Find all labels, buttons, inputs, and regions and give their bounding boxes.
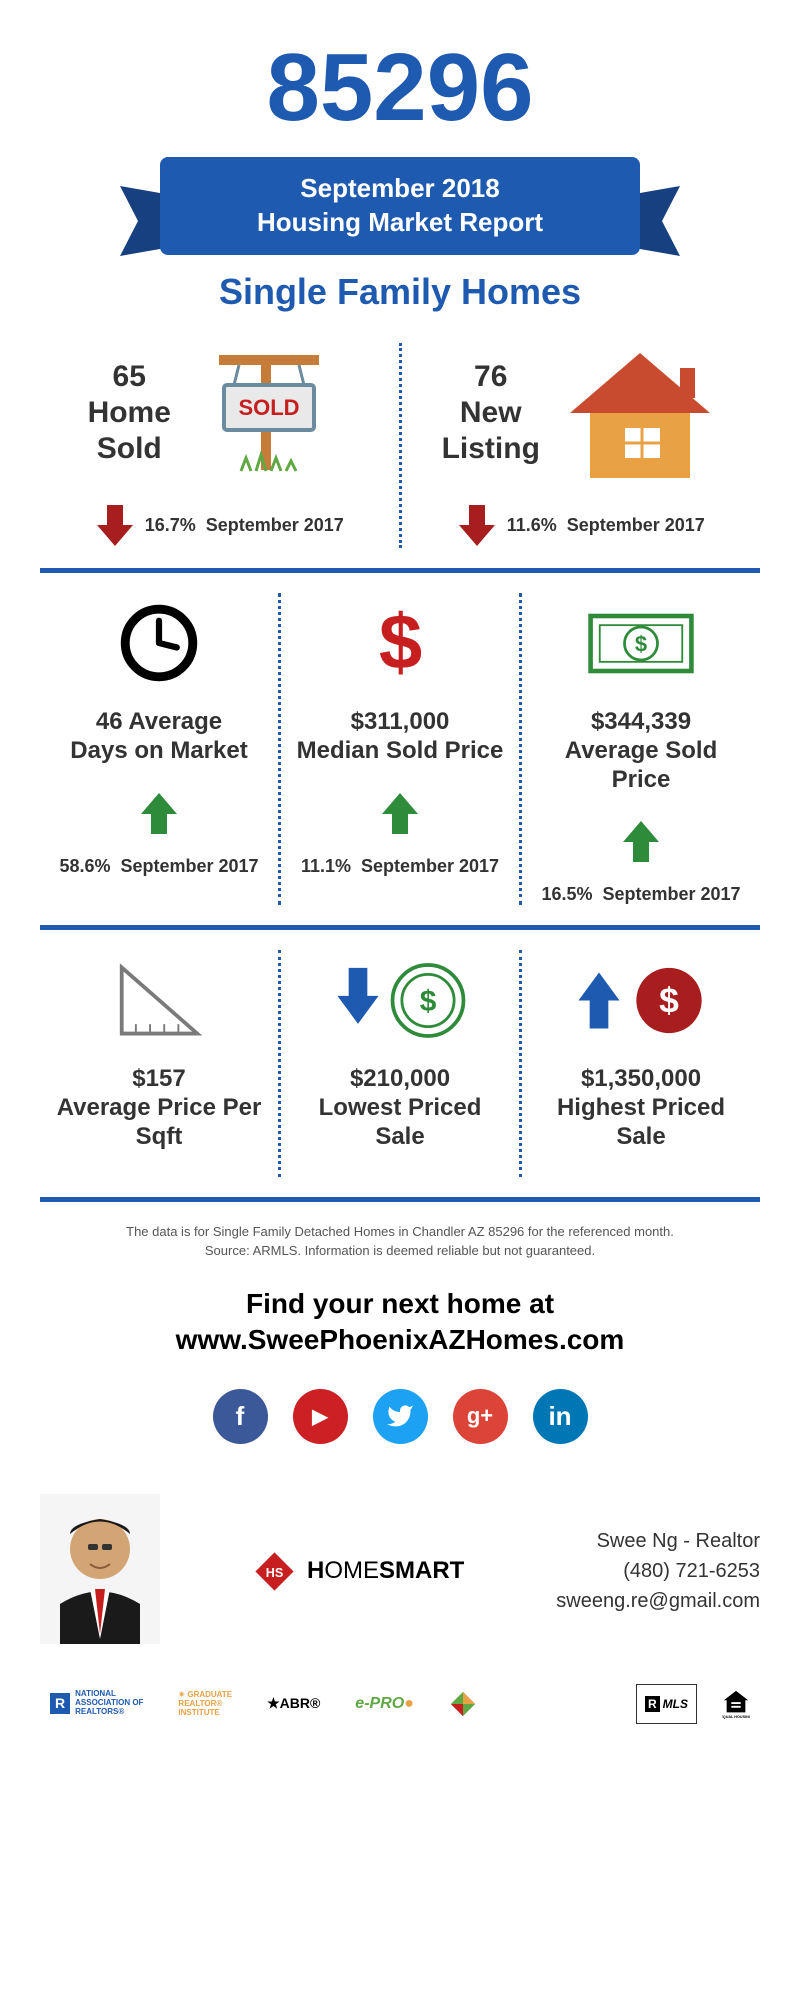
certifications-row: R NATIONALASSOCIATION OFREALTORS® ✴ GRAD… [40,1669,760,1739]
zip-code: 85296 [40,40,760,136]
youtube-icon[interactable]: ▶ [293,1389,348,1444]
banner-line2: Housing Market Report [210,206,590,240]
metric-0-ref: September 2017 [120,856,258,877]
metric-1-pct: 11.1% [301,856,351,877]
up-coin-icon: $ [537,950,745,1050]
sold-change-ref: September 2017 [206,515,344,536]
lowest-price-block: $ $210,000 Lowest Priced Sale [281,950,522,1176]
arrow-up-icon [621,819,661,864]
contact-phone[interactable]: (480) 721-6253 [556,1556,760,1586]
days-on-market-block: 46 Average Days on Market 58.6% Septembe… [40,593,281,905]
homesmart-logo: HS HOMESMART [252,1549,464,1594]
listing-value: 76 [442,359,540,395]
linkedin-icon[interactable]: in [533,1389,588,1444]
metric-2-line1: $344,339 [537,708,745,737]
diversity-badge [439,1684,487,1724]
metric-2-line2: Average Sold Price [537,737,745,795]
bottom-0-line1: $157 [55,1065,263,1094]
twitter-icon[interactable] [373,1389,428,1444]
disclaimer-line1: The data is for Single Family Detached H… [40,1222,760,1242]
sold-label2: Sold [88,431,171,467]
gri-badge: ✴ GRADUATEREALTOR®INSTITUTE [168,1684,242,1724]
bill-icon: $ [537,593,745,693]
bottom-1-line1: $210,000 [296,1065,504,1094]
metric-1-ref: September 2017 [361,856,499,877]
metric-1-line1: $311,000 [296,708,504,737]
house-icon [560,343,720,483]
svg-text:HS: HS [266,1565,284,1579]
listing-change-pct: 11.6% [507,515,557,536]
svg-text:$: $ [420,985,437,1018]
new-listing-block: 76 New Listing [402,343,761,548]
contact-email[interactable]: sweeng.re@gmail.com [556,1586,760,1616]
listing-label2: Listing [442,431,540,467]
triangle-ruler-icon [55,950,263,1050]
banner-line1: September 2018 [210,172,590,206]
google-plus-icon[interactable]: g+ [453,1389,508,1444]
metric-0-line2: Days on Market [55,737,263,766]
sold-label1: Home [88,395,171,431]
highest-price-block: $ $1,350,000 Highest Priced Sale [522,950,760,1176]
listing-label1: New [442,395,540,431]
bottom-1-line2: Lowest Priced Sale [296,1094,504,1152]
svg-text:$: $ [378,601,421,685]
cta-line2: www.SweePhoenixAZHomes.com [40,1322,760,1358]
sold-change-pct: 16.7% [145,515,196,536]
svg-text:$: $ [635,631,647,656]
contact-name: Swee Ng - Realtor [556,1526,760,1556]
svg-text:SOLD: SOLD [238,395,299,420]
clock-icon [55,593,263,693]
price-sqft-block: $157 Average Price Per Sqft [40,950,281,1176]
social-row: f ▶ g+ in [40,1389,760,1444]
realtor-avatar [40,1494,160,1649]
homes-sold-block: 65 Home Sold SOLD [40,343,402,548]
cta-line1: Find your next home at [40,1286,760,1322]
metric-2-pct: 16.5% [541,884,592,905]
divider [40,925,760,930]
arrow-down-icon [95,503,135,548]
bottom-2-line2: Highest Priced Sale [537,1094,745,1152]
dollar-icon: $ [296,593,504,693]
abr-badge: ★ABR® [257,1684,330,1724]
bottom-0-line2: Average Price Per Sqft [55,1094,263,1152]
bottom-2-line1: $1,350,000 [537,1065,745,1094]
sold-sign-icon: SOLD [191,343,351,483]
median-price-block: $ $311,000 Median Sold Price 11.1% Septe… [281,593,522,905]
facebook-icon[interactable]: f [213,1389,268,1444]
equal-housing-badge: EQUAL HOUSING [712,1684,760,1724]
report-banner: September 2018 Housing Market Report [40,156,760,256]
arrow-down-icon [457,503,497,548]
svg-text:EQUAL HOUSING: EQUAL HOUSING [722,1715,750,1719]
divider [40,568,760,573]
mls-badge: RMLS [636,1684,697,1724]
listing-change-ref: September 2017 [567,515,705,536]
metric-0-pct: 58.6% [59,856,110,877]
disclaimer-line2: Source: ARMLS. Information is deemed rel… [40,1241,760,1261]
arrow-up-icon [139,791,179,836]
avg-price-block: $ $344,339 Average Sold Price 16.5% Sept… [522,593,760,905]
epro-badge: e-PRO● [345,1684,424,1724]
subtitle: Single Family Homes [40,271,760,313]
metric-0-line1: 46 Average [55,708,263,737]
metric-2-ref: September 2017 [602,884,740,905]
arrow-up-icon [380,791,420,836]
svg-text:$: $ [659,981,679,1021]
nar-badge: R NATIONALASSOCIATION OFREALTORS® [40,1684,153,1724]
sold-value: 65 [88,359,171,395]
down-coin-icon: $ [296,950,504,1050]
divider [40,1197,760,1202]
metric-1-line2: Median Sold Price [296,737,504,766]
